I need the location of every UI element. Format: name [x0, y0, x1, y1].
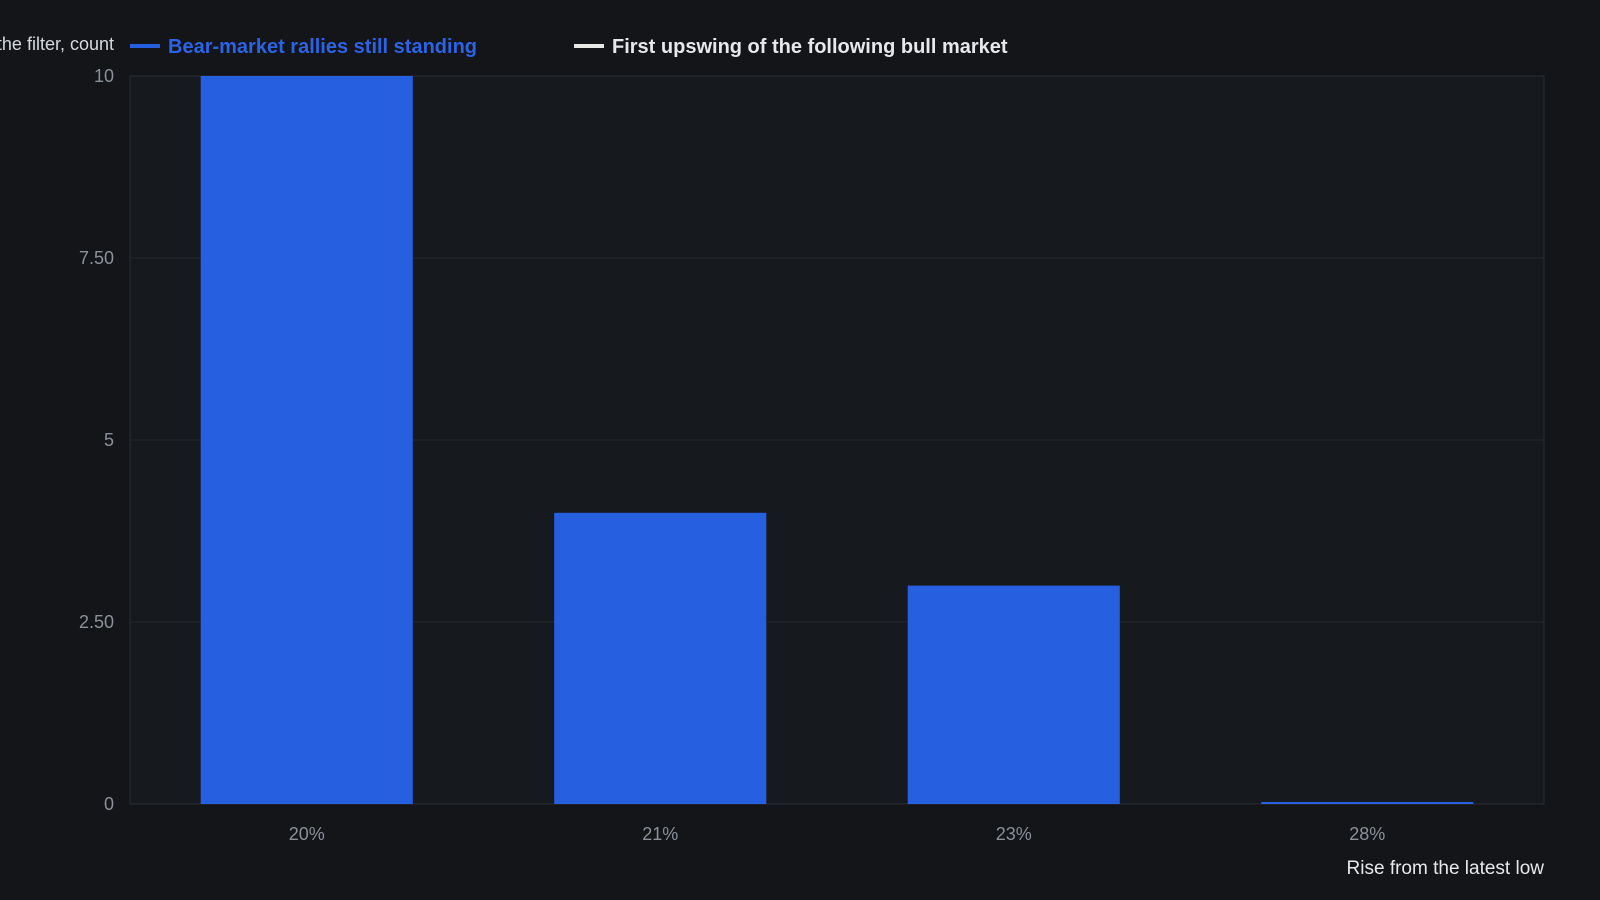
- x-tick-label: 20%: [289, 824, 325, 844]
- bar-20pct[interactable]: [200, 76, 413, 804]
- y-tick-label: 5: [104, 430, 114, 450]
- y-tick-label: 7.50: [79, 248, 114, 268]
- legend: Bear-market rallies still standing First…: [130, 36, 1008, 58]
- legend-label-series-1: Bear-market rallies still standing: [168, 36, 477, 58]
- x-axis-ticks: 20% 21% 23% 28%: [289, 824, 1386, 844]
- bar-28pct[interactable]: [1261, 802, 1474, 804]
- y-axis-ticks: 0 2.50 5 7.50 10: [79, 66, 114, 814]
- legend-label-series-2: First upswing of the following bull mark…: [612, 36, 1008, 58]
- bars: [200, 76, 1474, 804]
- y-tick-label: 10: [94, 66, 114, 86]
- y-tick-label: 0: [104, 794, 114, 814]
- x-axis-label: Rise from the latest low: [1347, 858, 1545, 879]
- bar-23pct[interactable]: [907, 585, 1120, 804]
- x-tick-label: 21%: [642, 824, 678, 844]
- bar-21pct[interactable]: [554, 512, 767, 804]
- legend-item-series-2[interactable]: First upswing of the following bull mark…: [574, 36, 1008, 58]
- x-tick-label: 28%: [1349, 824, 1385, 844]
- x-tick-label: 23%: [996, 824, 1032, 844]
- legend-item-series-1[interactable]: Bear-market rallies still standing: [130, 36, 477, 58]
- y-axis-label: ...the filter, count: [0, 34, 114, 54]
- y-tick-label: 2.50: [79, 612, 114, 632]
